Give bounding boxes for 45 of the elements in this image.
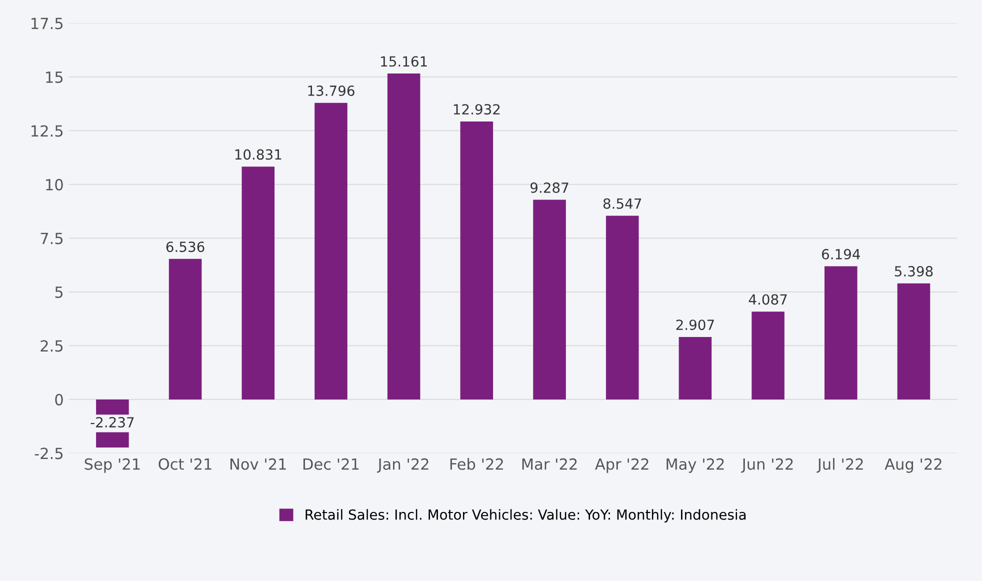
data-label: 8.547 bbox=[603, 198, 642, 209]
x-tick-label: Feb '22 bbox=[450, 458, 503, 470]
y-tick-label: 15 bbox=[46, 72, 63, 84]
x-tick-label: Oct '21 bbox=[158, 458, 212, 470]
data-label: 13.796 bbox=[308, 86, 354, 96]
data-label: -2.237 bbox=[90, 417, 134, 428]
data-label: 10.831 bbox=[235, 149, 282, 160]
data-label: 15.161 bbox=[381, 56, 427, 67]
x-tick-label: May '22 bbox=[666, 458, 724, 473]
bar bbox=[678, 336, 712, 400]
bar bbox=[606, 216, 639, 400]
bar bbox=[314, 102, 348, 400]
x-tick-label: Jan '22 bbox=[377, 458, 428, 473]
x-tick-label: Mar '22 bbox=[522, 458, 577, 470]
y-tick-label: 10 bbox=[46, 178, 63, 190]
data-label: 4.087 bbox=[748, 294, 787, 305]
x-tick-label: Nov '21 bbox=[230, 458, 286, 470]
bar bbox=[533, 200, 566, 400]
data-label: 6.194 bbox=[822, 248, 860, 260]
x-tick-label: Sep '21 bbox=[84, 458, 140, 473]
data-label: 12.932 bbox=[454, 104, 500, 115]
x-tick-label: Apr '22 bbox=[595, 458, 648, 473]
data-label: 6.536 bbox=[166, 242, 204, 252]
y-tick-label: -2.5 bbox=[34, 448, 63, 460]
data-label: 2.907 bbox=[676, 320, 714, 330]
bar bbox=[460, 121, 494, 400]
bar bbox=[242, 166, 275, 400]
bar bbox=[752, 312, 784, 400]
y-tick-label: 17.5 bbox=[32, 18, 63, 30]
legend-label: Retail Sales: Incl. Motor Vehicles: Value: YoY: Monthly: Indonesia bbox=[306, 509, 746, 523]
x-tick-label: Jun '22 bbox=[741, 458, 793, 473]
y-tick-label: 5 bbox=[55, 286, 63, 298]
bar bbox=[168, 258, 202, 400]
bar bbox=[897, 283, 930, 400]
data-label: 9.287 bbox=[530, 182, 568, 193]
y-tick-label: 0 bbox=[55, 394, 63, 406]
x-tick-label: Jul '22 bbox=[816, 458, 863, 473]
y-tick-label: 2.5 bbox=[40, 340, 63, 352]
y-tick-label: 7.5 bbox=[40, 232, 63, 244]
y-tick-label: 12.5 bbox=[32, 125, 63, 137]
x-tick-label: Dec '21 bbox=[303, 458, 359, 470]
data-label: 5.398 bbox=[894, 266, 933, 277]
bar bbox=[824, 266, 858, 400]
bar bbox=[387, 74, 420, 400]
x-tick-label: Aug '22 bbox=[884, 458, 942, 473]
